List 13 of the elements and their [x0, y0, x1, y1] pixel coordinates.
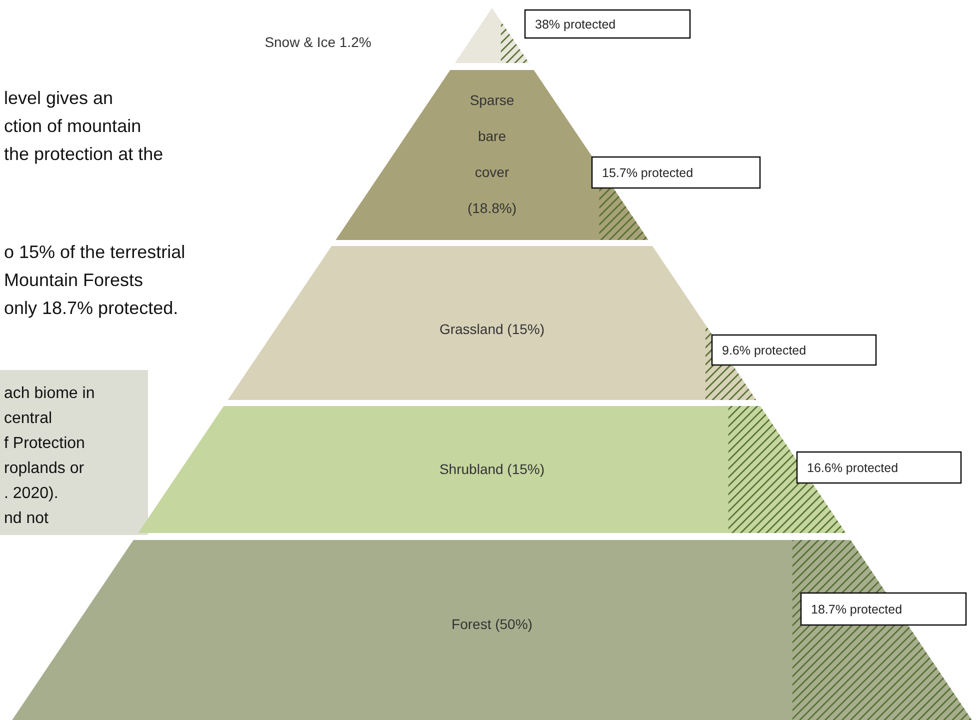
category-label: Sparse bare cover (18.8%): [467, 92, 517, 216]
text: o 15% of the terrestrial Mountain Forests only 18.7% protected.: [4, 242, 186, 318]
text: level gives an ction of mountain the protection at the: [4, 88, 164, 164]
data-label: 16.6% protected: [807, 461, 898, 475]
data-label: 9.6% protected: [722, 344, 806, 358]
category-label: Forest (50%): [452, 616, 532, 632]
data-label: 15.7% protected: [602, 166, 694, 180]
data-label: 38% protected: [535, 18, 616, 32]
category-label: Shrubland (15%): [439, 461, 545, 477]
category-label: Grassland (15%): [439, 321, 545, 337]
text: ach biome in central f Protection roplands or . 2020). nd not: [4, 385, 95, 527]
category-label: Snow & Ice 1.2%: [264, 34, 372, 50]
data-label: 18.7% protected: [811, 602, 902, 616]
